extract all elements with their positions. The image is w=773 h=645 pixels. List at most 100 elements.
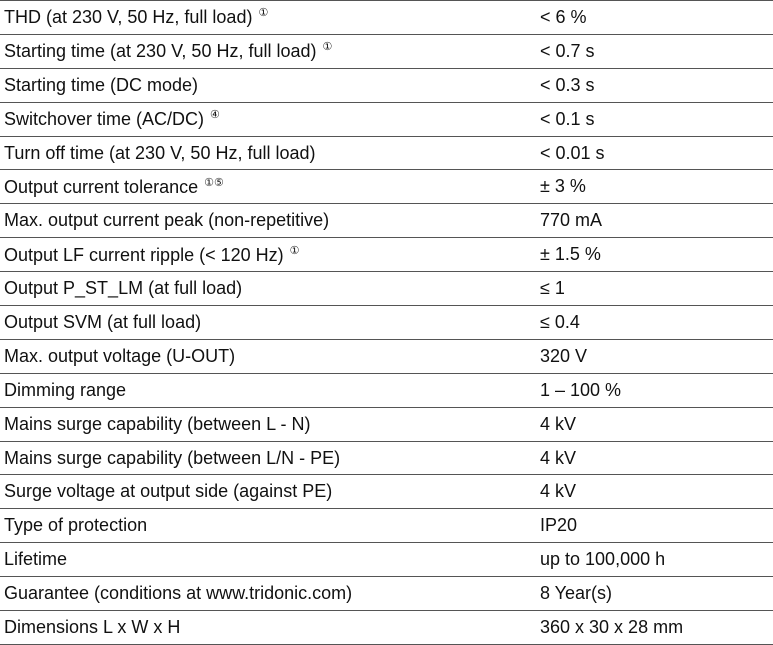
value-cell: < 0.01 s [540,136,773,171]
row-value: ± 1.5 % [540,244,601,265]
label-cell: Turn off time (at 230 V, 50 Hz, full loa… [0,136,540,171]
label-cell: Dimensions L x W x H [0,610,540,645]
value-cell: < 0.3 s [540,68,773,103]
row-value: 360 x 30 x 28 mm [540,616,684,637]
table-row: THD (at 230 V, 50 Hz, full load) ① < 6 % [0,0,773,35]
label-cell: THD (at 230 V, 50 Hz, full load) ① [0,0,540,35]
table-row: Surge voltage at output side (against PE… [0,474,773,510]
row-value: < 0.01 s [540,142,605,163]
table-row: Dimming range 1 – 100 % [0,373,773,408]
value-cell: ± 1.5 % [540,237,773,273]
value-cell: < 6 % [540,0,773,35]
value-cell: 4 kV [540,441,773,476]
row-label: Mains surge capability (between L - N) [4,413,311,434]
value-cell: 8 Year(s) [540,576,773,612]
footnote-ref: ① [289,244,300,257]
label-cell: Starting time (at 230 V, 50 Hz, full loa… [0,34,540,69]
table-row: Type of protection IP20 [0,508,773,544]
row-value: < 0.3 s [540,74,595,95]
table-row: Output SVM (at full load) ≤ 0.4 [0,305,773,340]
row-value: 770 mA [540,210,603,231]
label-cell: Output current tolerance ①⑤ [0,169,540,205]
row-value: 4 kV [540,481,577,502]
value-cell: < 0.7 s [540,34,773,69]
row-label: Turn off time (at 230 V, 50 Hz, full loa… [4,142,316,163]
table-row: Mains surge capability (between L/N - PE… [0,441,773,476]
row-label: Dimensions L x W x H [4,616,181,637]
table-row: Max. output current peak (non-repetitive… [0,203,773,239]
footnote-ref: ①⑤ [204,176,224,189]
row-label: THD (at 230 V, 50 Hz, full load) [4,7,253,28]
table-row: Turn off time (at 230 V, 50 Hz, full loa… [0,136,773,171]
row-value: 8 Year(s) [540,583,613,604]
label-cell: Dimming range [0,373,540,408]
row-value: ± 3 % [540,176,586,197]
value-cell: ≤ 1 [540,271,773,307]
footnote-ref: ① [258,7,269,20]
row-label: Mains surge capability (between L/N - PE… [4,447,341,468]
label-cell: Switchover time (AC/DC) ④ [0,102,540,137]
table-row: Mains surge capability (between L - N) 4 … [0,407,773,442]
footnote-ref: ④ [210,109,220,122]
row-label: Dimming range [4,379,127,400]
row-label: Surge voltage at output side (against PE… [4,481,333,502]
row-label: Output LF current ripple (< 120 Hz) [4,244,284,265]
row-value: up to 100,000 h [540,549,666,570]
value-cell: IP20 [540,508,773,544]
table-row: Output current tolerance ①⑤ ± 3 % [0,169,773,205]
row-value: 4 kV [540,413,577,434]
value-cell: up to 100,000 h [540,542,773,578]
row-label: Starting time (DC mode) [4,74,199,95]
value-cell: 4 kV [540,474,773,510]
row-value: IP20 [540,515,578,536]
value-cell: ≤ 0.4 [540,305,773,340]
label-cell: Starting time (DC mode) [0,68,540,103]
row-value: < 6 % [540,6,587,27]
row-value: ≤ 1 [540,278,565,299]
label-cell: Type of protection [0,508,540,544]
row-label: Lifetime [4,549,68,570]
row-value: 4 kV [540,447,577,468]
value-cell: 4 kV [540,407,773,442]
footnote-ref: ① [322,41,333,54]
label-cell: Mains surge capability (between L - N) [0,407,540,442]
row-label: Max. output current peak (non-repetitive… [4,210,330,231]
table-row: Starting time (at 230 V, 50 Hz, full loa… [0,34,773,69]
label-cell: Guarantee (conditions at www.tridonic.co… [0,576,540,612]
table-row: Starting time (DC mode) < 0.3 s [0,68,773,103]
table-row: Output LF current ripple (< 120 Hz) ① ± 1.… [0,237,773,273]
table-row: Lifetime up to 100,000 h [0,542,773,578]
row-label: Max. output voltage (U-OUT) [4,345,236,366]
value-cell: 1 – 100 % [540,373,773,408]
label-cell: Output P_ST_LM (at full load) [0,271,540,307]
value-cell: 360 x 30 x 28 mm [540,610,773,645]
row-label: Starting time (at 230 V, 50 Hz, full loa… [4,41,317,62]
label-cell: Output LF current ripple (< 120 Hz) ① [0,237,540,273]
value-cell: 770 mA [540,203,773,239]
label-cell: Max. output voltage (U-OUT) [0,339,540,374]
value-cell: < 0.1 s [540,102,773,137]
table-row: Switchover time (AC/DC) ④ < 0.1 s [0,102,773,137]
label-cell: Output SVM (at full load) [0,305,540,340]
row-value: < 0.1 s [540,108,595,129]
label-cell: Surge voltage at output side (against PE… [0,474,540,510]
row-label: Output SVM (at full load) [4,311,202,332]
row-value: 1 – 100 % [540,379,622,400]
row-value: < 0.7 s [540,40,595,61]
row-value: ≤ 0.4 [540,311,580,332]
label-cell: Max. output current peak (non-repetitive… [0,203,540,239]
row-label: Type of protection [4,515,148,536]
label-cell: Lifetime [0,542,540,578]
table-row: Max. output voltage (U-OUT) 320 V [0,339,773,374]
value-cell: ± 3 % [540,169,773,205]
label-cell: Mains surge capability (between L/N - PE… [0,441,540,476]
table-row: Guarantee (conditions at www.tridonic.co… [0,576,773,612]
row-value: 320 V [540,345,588,366]
table-row: Dimensions L x W x H 360 x 30 x 28 mm [0,610,773,645]
value-cell: 320 V [540,339,773,374]
row-label: Guarantee (conditions at www.tridonic.co… [4,583,353,604]
row-label: Output current tolerance [4,176,199,197]
table-row: Output P_ST_LM (at full load) ≤ 1 [0,271,773,307]
